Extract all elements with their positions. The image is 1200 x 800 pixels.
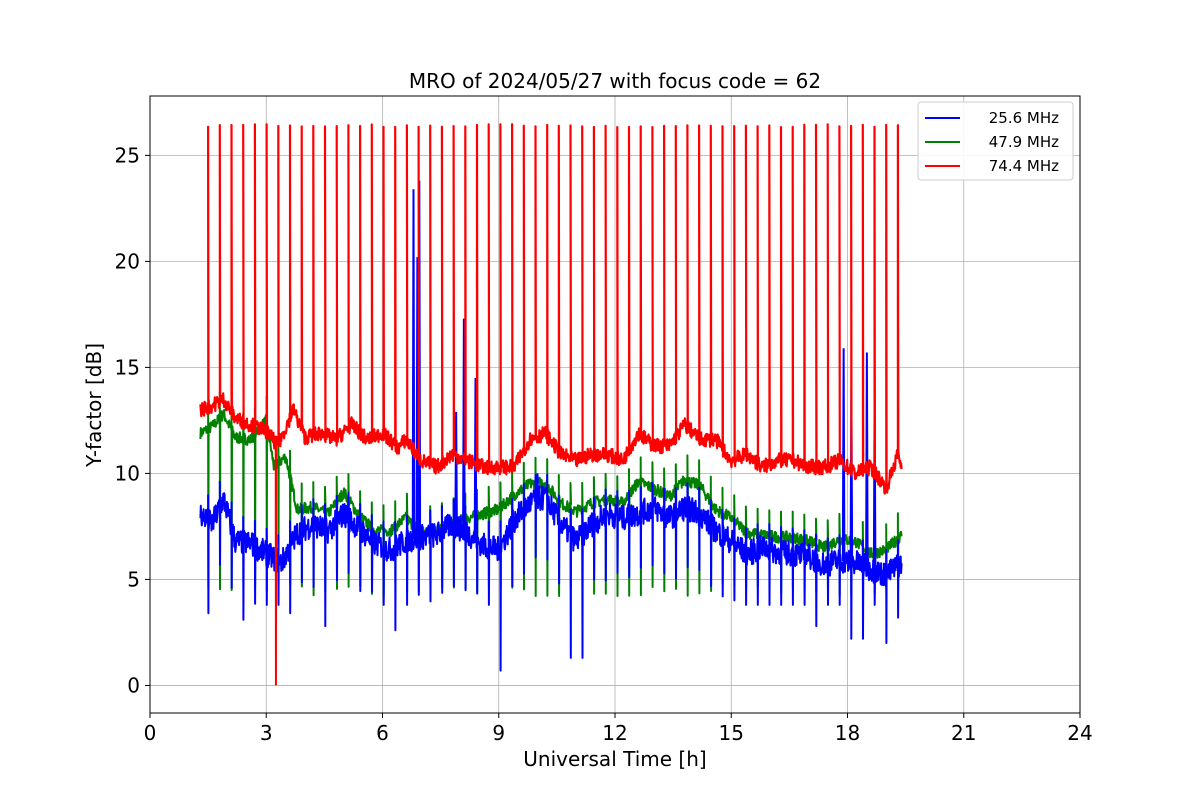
chart-title: MRO of 2024/05/27 with focus code = 62 (409, 69, 821, 93)
series-layer (199, 123, 903, 686)
y-axis: 0 5 10 15 20 25 (115, 143, 150, 697)
y-tick-label: 25 (115, 143, 140, 167)
x-axis: 0 3 6 9 12 15 18 21 24 (144, 713, 1093, 745)
x-tick-label: 12 (602, 721, 627, 745)
legend-label: 25.6 MHz (989, 109, 1059, 127)
series-spike-25-6-mhz (535, 473, 540, 500)
x-tick-label: 18 (835, 721, 860, 745)
x-tick-label: 9 (492, 721, 505, 745)
series-spike-25-6-mhz (841, 348, 846, 561)
x-tick-label: 6 (376, 721, 389, 745)
y-tick-label: 10 (115, 461, 140, 485)
y-tick-label: 15 (115, 355, 140, 379)
series-line-47-9-mhz (199, 391, 903, 597)
x-axis-label: Universal Time [h] (523, 747, 706, 771)
y-axis-label: Y-factor [dB] (82, 343, 106, 468)
series-line-25-6-mhz (199, 473, 903, 672)
series-spike-25-6-mhz (454, 411, 458, 527)
y-tick-label: 0 (127, 673, 140, 697)
series-line-74-4-mhz (199, 123, 903, 495)
series-spike-25-6-mhz (411, 189, 416, 540)
legend-label: 47.9 MHz (989, 133, 1059, 151)
legend-box (917, 101, 1074, 181)
x-tick-label: 15 (719, 721, 744, 745)
series-spike-25-6-mhz (865, 352, 869, 568)
series-spike-25-6-mhz (473, 377, 478, 540)
x-tick-label: 21 (951, 721, 976, 745)
legend-label: 74.4 MHz (989, 157, 1059, 175)
x-tick-label: 0 (144, 721, 157, 745)
y-tick-label: 20 (115, 249, 140, 273)
x-tick-label: 3 (260, 721, 273, 745)
legend: 25.6 MHz 47.9 MHz 74.4 MHz (917, 101, 1074, 181)
x-tick-label: 24 (1067, 721, 1092, 745)
y-tick-label: 5 (127, 567, 140, 591)
